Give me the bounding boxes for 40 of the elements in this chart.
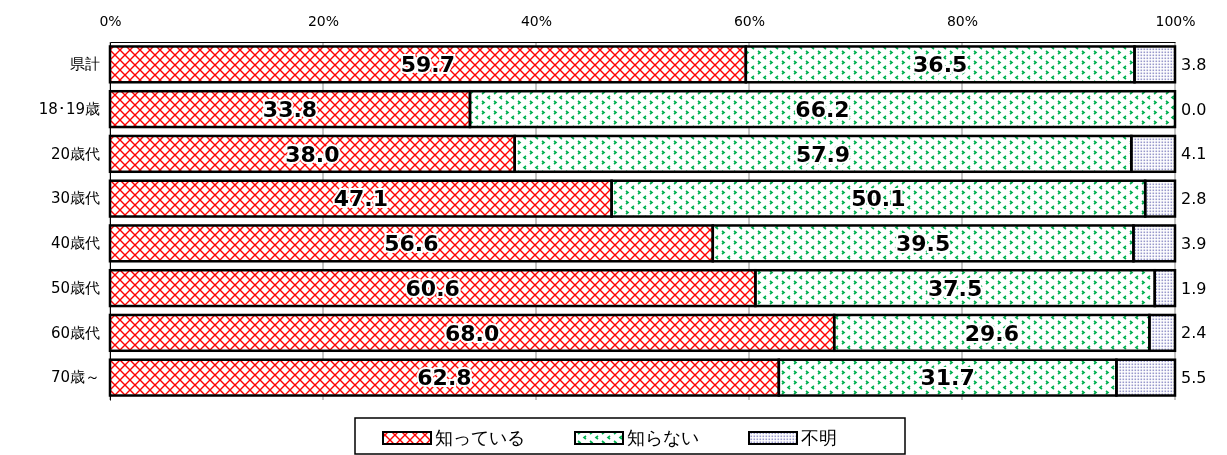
legend-label: 知っている xyxy=(435,427,525,449)
x-tick-label: 60% xyxy=(733,13,766,29)
data-label: 2.8 xyxy=(1181,189,1207,209)
y-tick-label: 県計 xyxy=(70,55,100,74)
data-label: 4.1 xyxy=(1181,144,1207,164)
y-tick-label: 70歳～ xyxy=(50,368,100,387)
data-label: 31.7 xyxy=(920,365,975,391)
x-tick-label: 40% xyxy=(520,13,553,29)
data-label: 2.4 xyxy=(1181,323,1207,343)
y-tick-label: 20歳代 xyxy=(50,144,100,163)
y-tick-label: 50歳代 xyxy=(50,278,100,297)
data-label: 50.1 xyxy=(851,186,906,212)
data-label: 1.9 xyxy=(1181,278,1207,298)
legend-label: 不明 xyxy=(801,427,837,449)
x-tick-label: 100% xyxy=(1155,13,1196,29)
legend-label: 知らない xyxy=(627,427,699,449)
data-label: 3.9 xyxy=(1181,233,1207,253)
y-tick-label: 30歳代 xyxy=(50,189,100,208)
data-label: 68.0 xyxy=(444,320,500,346)
y-tick-label: 60歳代 xyxy=(50,323,100,342)
data-label: 38.0 xyxy=(285,141,340,167)
x-tick-label: 0% xyxy=(99,13,122,29)
y-tick-label: 18･19歳 xyxy=(38,99,100,118)
data-label: 62.8 xyxy=(417,365,472,391)
data-label: 0.0 xyxy=(1181,99,1207,119)
data-label: 29.6 xyxy=(964,320,1019,346)
data-label: 59.7 xyxy=(400,52,456,78)
data-label: 36.5 xyxy=(913,52,968,78)
data-label: 60.6 xyxy=(405,275,460,301)
data-label: 39.5 xyxy=(895,231,951,257)
data-label: 66.2 xyxy=(795,96,850,122)
data-label: 37.5 xyxy=(927,275,983,301)
data-label: 3.8 xyxy=(1181,54,1207,74)
x-tick-label: 20% xyxy=(307,13,340,29)
x-tick-label: 80% xyxy=(946,13,979,29)
data-label: 57.9 xyxy=(795,141,851,167)
data-label: 5.5 xyxy=(1181,368,1207,388)
data-label: 47.1 xyxy=(333,186,388,212)
data-label: 56.6 xyxy=(384,231,439,257)
y-tick-label: 40歳代 xyxy=(50,234,100,253)
